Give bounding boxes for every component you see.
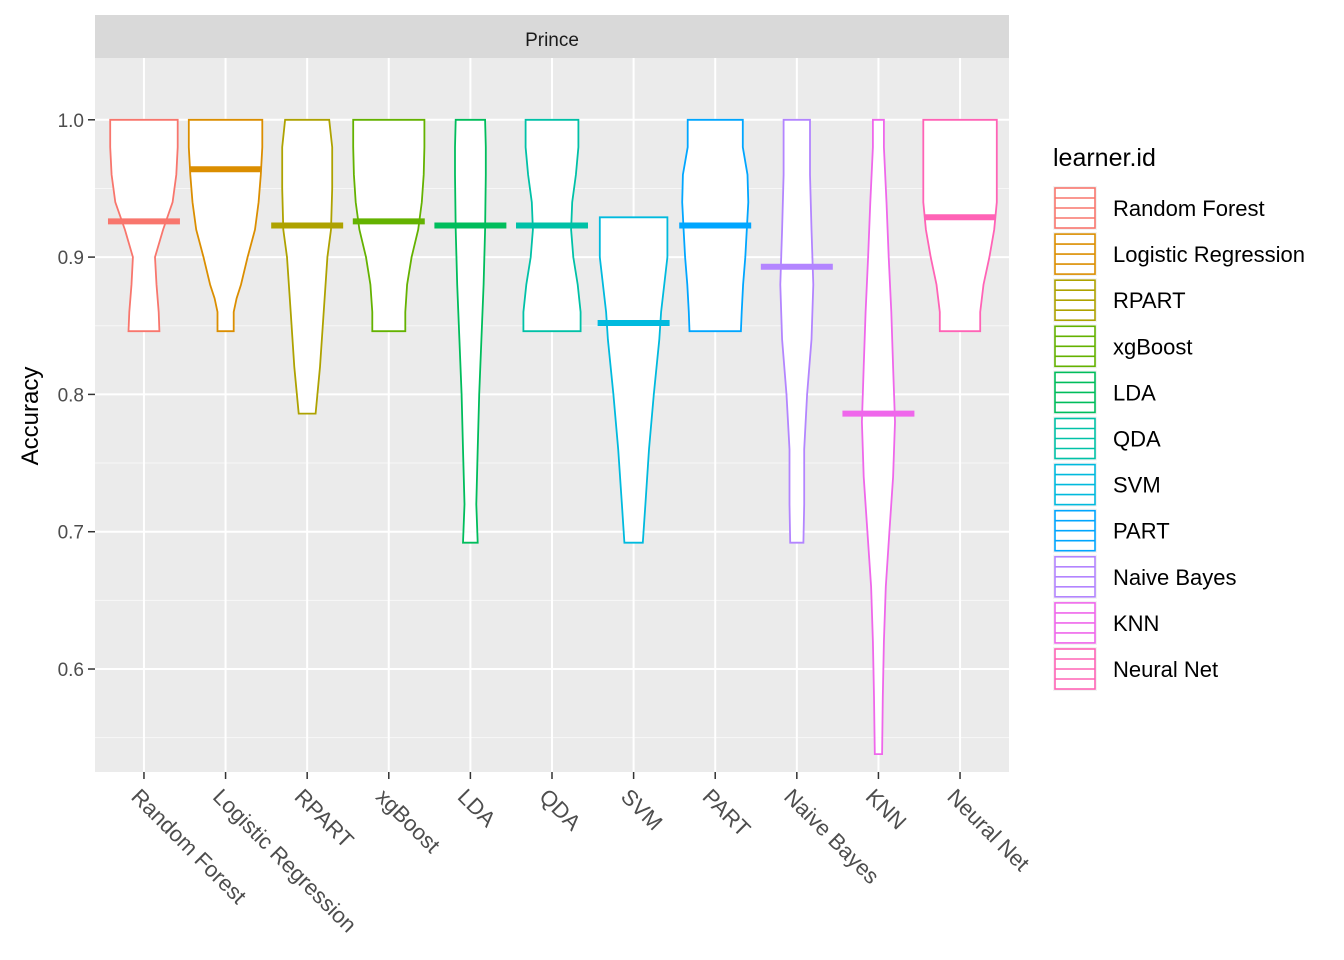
x-tick-label: KNN: [861, 784, 912, 835]
y-axis-title: Accuracy: [17, 367, 44, 466]
legend-label: PART: [1113, 519, 1170, 544]
x-tick-label: QDA: [534, 784, 586, 836]
x-tick-label: RPART: [290, 784, 359, 853]
y-tick-label: 0.8: [58, 385, 84, 406]
legend-label: Neural Net: [1113, 657, 1218, 682]
legend-label: Naive Bayes: [1113, 565, 1237, 590]
legend-label: KNN: [1113, 611, 1159, 636]
y-axis: 0.6 0.7 0.8 0.9 1.0: [58, 111, 95, 681]
y-tick-label: 0.9: [58, 248, 84, 269]
x-tick-label: Neural Net: [942, 784, 1034, 876]
violin-svm: [598, 216, 669, 544]
legend-label: Random Forest: [1113, 196, 1265, 221]
y-tick-label: 1.0: [58, 111, 84, 132]
violin-knn: [860, 118, 896, 755]
x-tick-label: PART: [698, 784, 756, 842]
legend-label: QDA: [1113, 427, 1161, 452]
violin-rpart: [281, 118, 334, 415]
x-tick-label: Logistic Regression: [208, 784, 361, 937]
legend-label: LDA: [1113, 380, 1156, 405]
x-tick-label: LDA: [453, 784, 501, 832]
y-tick-label: 0.6: [58, 660, 84, 681]
violin-random-forest: [109, 118, 179, 333]
violins: [107, 118, 998, 755]
y-tick-label: 0.7: [58, 523, 84, 544]
legend-label: xgBoost: [1113, 334, 1193, 359]
violin-neural-net: [922, 118, 998, 333]
legend-title: learner.id: [1053, 144, 1156, 172]
x-tick-label: SVM: [616, 784, 667, 835]
violin-xgboost: [352, 118, 426, 333]
legend-label: RPART: [1113, 288, 1186, 313]
legend: Random Forest Logistic Regression RPART xgB…: [1053, 186, 1305, 691]
legend-label: Logistic Regression: [1113, 242, 1305, 267]
facet-label: Prince: [525, 30, 579, 51]
facet-strip: [95, 15, 1009, 58]
violin-naive-bayes: [779, 118, 815, 544]
legend-label: SVM: [1113, 473, 1161, 498]
x-tick-label: xgBoost: [371, 784, 445, 858]
violin-logistic-regression: [187, 118, 264, 333]
